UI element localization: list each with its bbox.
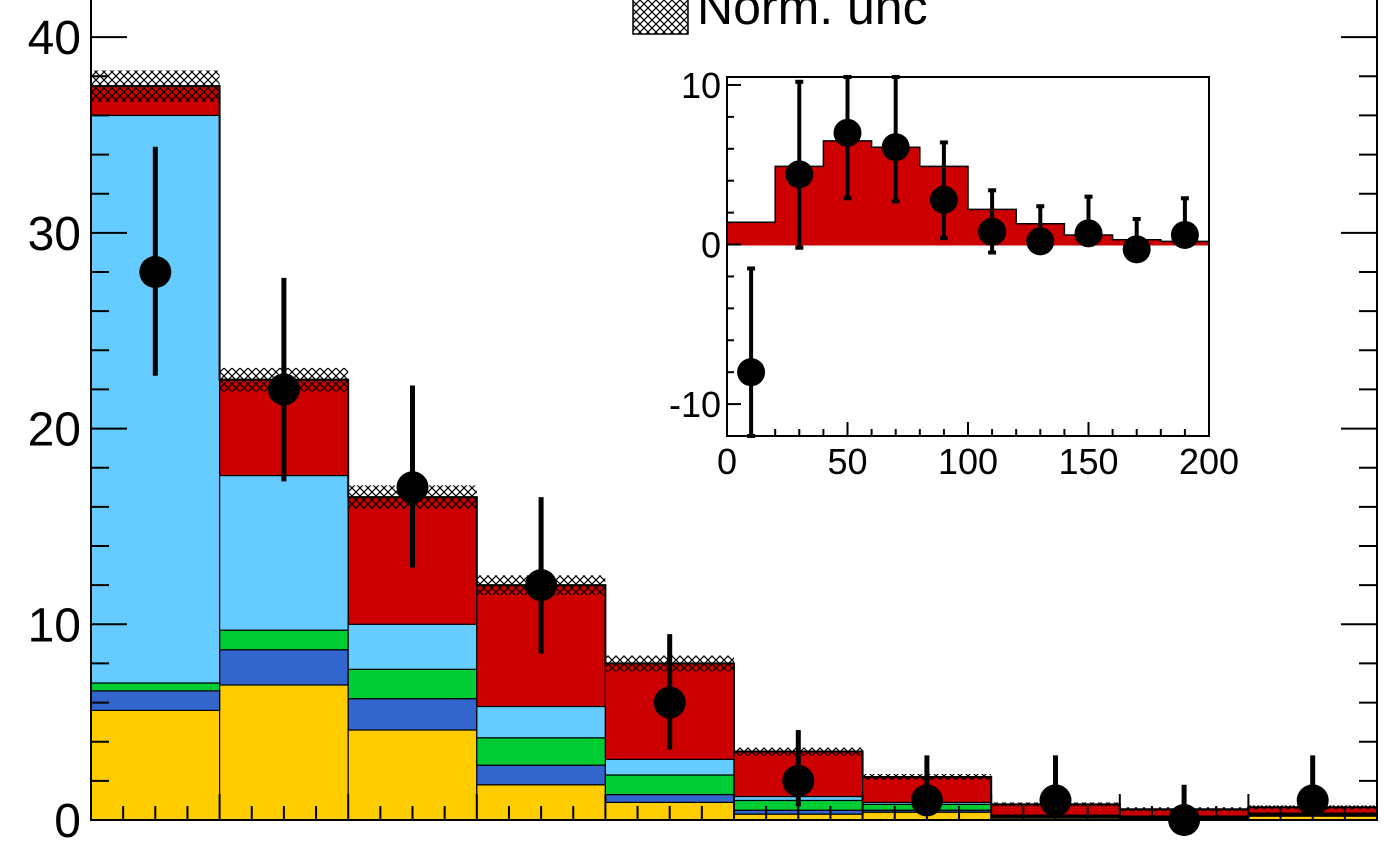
bar-blue-bin-0 <box>90 690 221 711</box>
main-axis-ticks: 0 10 20 30 40 <box>28 12 1378 842</box>
main-data-points <box>139 146 1329 836</box>
inset-data-point-5 <box>978 217 1007 246</box>
data-point-1 <box>267 373 300 406</box>
bar-lightblue-bin-3 <box>476 705 606 739</box>
data-point-5 <box>782 764 815 797</box>
bar-blue-bin-4 <box>604 793 735 803</box>
inset-data-point-7 <box>1074 219 1103 248</box>
legend: Norm. unc <box>632 0 928 35</box>
inset-data-point-2 <box>833 118 862 147</box>
bar-lightblue-bin-2 <box>347 623 478 670</box>
inset-data-point-6 <box>1026 227 1055 256</box>
y-tick-label: 20 <box>28 404 81 457</box>
bar-yellow-bin-1 <box>219 684 349 821</box>
data-point-6 <box>910 784 943 817</box>
bar-blue-bin-3 <box>476 764 606 786</box>
bar-blue-bin-2 <box>347 698 478 731</box>
inset-data-point-1 <box>785 160 814 189</box>
bar-green-bin-1 <box>219 629 349 651</box>
inset-data-points <box>737 75 1199 438</box>
bar-green-bin-2 <box>347 668 478 700</box>
data-point-7 <box>1039 784 1072 817</box>
bar-lightblue-bin-4 <box>604 758 735 776</box>
y-tick-label: 30 <box>28 208 81 261</box>
data-point-0 <box>139 256 172 288</box>
inset-x-tick-label: 100 <box>938 441 998 482</box>
bar-green-bin-3 <box>476 737 606 766</box>
bar-yellow-bin-0 <box>90 709 221 821</box>
inset-y-tick-label: 0 <box>701 225 721 266</box>
data-point-9 <box>1296 784 1329 817</box>
inset-x-tick-label: 50 <box>827 441 867 482</box>
legend-swatch-norm-unc <box>632 0 689 35</box>
data-point-3 <box>525 569 558 602</box>
data-point-4 <box>653 686 686 719</box>
inset-x-tick-label: 150 <box>1058 441 1118 482</box>
data-point-2 <box>396 471 429 504</box>
bar-green-bin-0 <box>90 682 221 692</box>
inset-y-tick-label: -10 <box>669 384 721 425</box>
bar-lightblue-bin-1 <box>219 474 349 631</box>
bar-blue-bin-1 <box>219 649 349 686</box>
inset-x-tick-label: 200 <box>1179 441 1239 482</box>
inset-data-point-4 <box>929 185 958 214</box>
y-tick-label: 0 <box>54 795 81 842</box>
inset-x-tick-label: 0 <box>717 441 737 482</box>
inset-data-point-3 <box>881 133 910 162</box>
y-tick-label: 10 <box>28 599 81 652</box>
legend-label-norm-unc: Norm. unc <box>697 0 928 35</box>
inset-y-tick-label: 10 <box>681 65 721 106</box>
inset-data-point-9 <box>1170 220 1199 249</box>
inset-data-point-8 <box>1122 235 1151 264</box>
inset-data-point-0 <box>737 358 766 387</box>
y-tick-label: 40 <box>28 12 81 65</box>
bar-green-bin-4 <box>604 774 735 796</box>
